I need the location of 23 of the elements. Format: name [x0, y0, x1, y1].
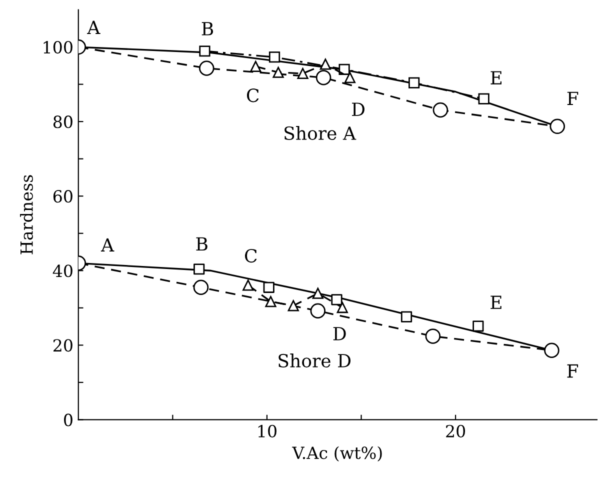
annotation: F — [567, 364, 578, 378]
annotation: D — [333, 327, 346, 340]
annotation: E — [490, 296, 502, 309]
y-axis-title: Hardness — [20, 175, 33, 254]
annotation: A — [87, 20, 100, 34]
x-tick-label: 10 — [258, 424, 276, 438]
y-tick-label: 100 — [44, 40, 72, 54]
annotation: E — [490, 71, 502, 84]
y-tick-label: 40 — [52, 264, 72, 278]
annotation: F — [567, 92, 578, 105]
y-tick-label: 80 — [53, 116, 72, 128]
y-tick-label: 60 — [53, 190, 72, 203]
annotation: D — [352, 102, 364, 116]
x-axis-title: V.Ac (wt%) — [292, 446, 382, 462]
annotation: Shore D — [278, 354, 351, 368]
annotation: A — [100, 238, 114, 252]
annotation: Shore A — [284, 126, 356, 140]
annotation: B — [196, 237, 208, 250]
annotation: B — [202, 22, 214, 36]
y-tick-label: 20 — [53, 339, 72, 352]
y-tick-label: 0 — [64, 414, 72, 426]
annotation: C — [244, 248, 257, 263]
annotation: C — [246, 88, 259, 102]
